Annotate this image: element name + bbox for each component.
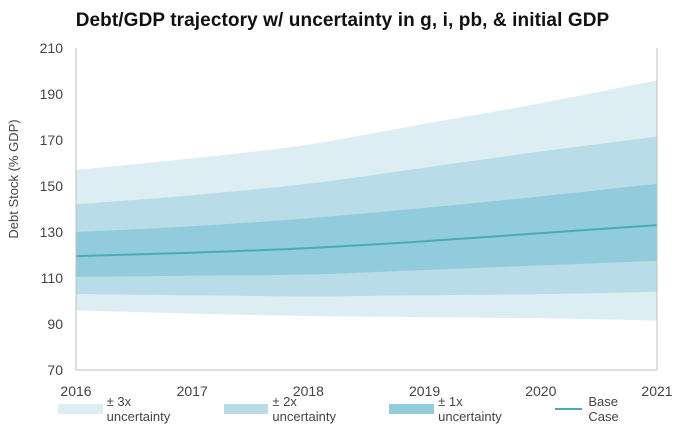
band-1x-uncertainty	[76, 183, 657, 277]
y-tick-label: 70	[47, 362, 63, 378]
legend-label-3x: ± 3x uncertainty	[106, 394, 171, 424]
legend-swatch-1x	[389, 404, 435, 414]
legend-item-base-case: Base Case	[555, 394, 650, 424]
x-tick-label: 2018	[293, 383, 324, 399]
uncertainty-bands	[76, 80, 657, 321]
y-tick-label: 150	[40, 178, 64, 194]
y-tick-label: 170	[40, 132, 64, 148]
legend-item-3x: ± 3x uncertainty	[58, 394, 196, 424]
legend-item-2x: ± 2x uncertainty	[223, 394, 362, 424]
y-axis-label: Debt Stock (% GDP)	[6, 119, 21, 238]
legend-label-2x: ± 2x uncertainty	[272, 394, 336, 424]
legend-item-1x: ± 1x uncertainty	[389, 394, 527, 424]
legend-label-base-case: Base Case	[588, 394, 619, 424]
legend: ± 3x uncertainty ± 2x uncertainty ± 1x u…	[58, 394, 678, 424]
y-tick-label: 130	[40, 224, 64, 240]
y-tick-label: 210	[40, 40, 64, 56]
x-tick-label: 2020	[525, 383, 556, 399]
y-tick-label: 110	[41, 270, 64, 286]
legend-swatch-base-case	[555, 408, 583, 410]
y-tick-labels: 70 90 110 130 150 170 190 210	[40, 40, 64, 378]
y-tick-label: 90	[47, 316, 63, 332]
x-tick-label: 2019	[409, 383, 440, 399]
chart-title: Debt/GDP trajectory w/ uncertainty in g,…	[75, 10, 610, 31]
x-tick-labels: 2016 2017 2018 2019 2020 2021	[60, 383, 672, 399]
x-tick-label: 2016	[60, 383, 91, 399]
x-tick-label: 2021	[641, 383, 672, 399]
y-tick-label: 190	[40, 86, 64, 102]
x-tick-label: 2017	[177, 383, 208, 399]
legend-label-1x: ± 1x uncertainty	[438, 394, 502, 424]
base-case-line-layer	[75, 224, 658, 258]
base-case-line	[75, 224, 658, 258]
legend-swatch-3x	[58, 404, 103, 414]
legend-swatch-2x	[223, 404, 269, 414]
